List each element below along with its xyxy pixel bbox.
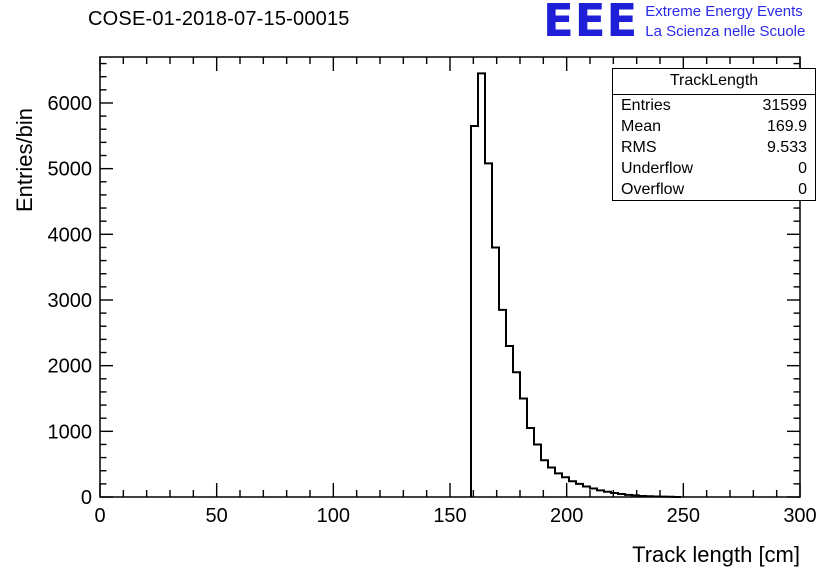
eee-logo-line2: La Scienza nelle Scuole bbox=[645, 22, 806, 40]
y-tick-label: 3000 bbox=[48, 290, 93, 312]
eee-logo: EEE Extreme Energy Events La Scienza nel… bbox=[543, 0, 805, 48]
x-tick-label: 300 bbox=[783, 505, 816, 527]
stats-row-underflow: Underflow 0 bbox=[613, 158, 815, 179]
stats-title: TrackLength bbox=[613, 69, 815, 95]
stats-row-entries: Entries 31599 bbox=[613, 95, 815, 116]
stats-label: RMS bbox=[621, 139, 657, 156]
stats-label: Mean bbox=[621, 118, 662, 135]
x-tick-label: 50 bbox=[206, 505, 228, 527]
stats-row-overflow: Overflow 0 bbox=[613, 179, 815, 200]
y-tick-label: 5000 bbox=[48, 159, 93, 181]
x-tick-label: 0 bbox=[94, 505, 105, 527]
stats-label: Overflow bbox=[621, 181, 685, 198]
y-tick-label: 6000 bbox=[48, 93, 93, 115]
x-tick-label: 100 bbox=[317, 505, 350, 527]
stats-label: Entries bbox=[621, 97, 671, 114]
x-tick-label: 250 bbox=[667, 505, 700, 527]
eee-logo-line1: Extreme Energy Events bbox=[645, 3, 803, 20]
stats-value: 9.533 bbox=[766, 139, 807, 156]
stats-box: TrackLength Entries 31599 Mean 169.9 RMS… bbox=[612, 68, 816, 201]
y-tick-label: 0 bbox=[81, 487, 92, 509]
x-tick-label: 200 bbox=[550, 505, 583, 527]
y-axis-title: Entries/bin bbox=[12, 108, 37, 212]
stats-value: 169.9 bbox=[766, 118, 807, 135]
x-tick-label: 150 bbox=[433, 505, 466, 527]
y-tick-label: 2000 bbox=[48, 356, 93, 378]
stats-value: 0 bbox=[798, 181, 807, 198]
eee-logo-text: Extreme Energy Events La Scienza nelle S… bbox=[645, 2, 805, 41]
y-tick-label: 1000 bbox=[48, 421, 93, 443]
stats-row-mean: Mean 169.9 bbox=[613, 116, 815, 137]
stats-value: 31599 bbox=[762, 97, 808, 114]
y-tick-label: 4000 bbox=[48, 224, 93, 246]
stats-row-rms: RMS 9.533 bbox=[613, 137, 815, 158]
stats-value: 0 bbox=[798, 160, 807, 177]
plot-title: COSE-01-2018-07-15-00015 bbox=[88, 8, 350, 30]
stats-label: Underflow bbox=[621, 160, 694, 177]
eee-logo-acronym: EEE bbox=[543, 0, 639, 48]
x-axis-title: Track length [cm] bbox=[632, 542, 800, 567]
histogram-line bbox=[470, 72, 681, 498]
